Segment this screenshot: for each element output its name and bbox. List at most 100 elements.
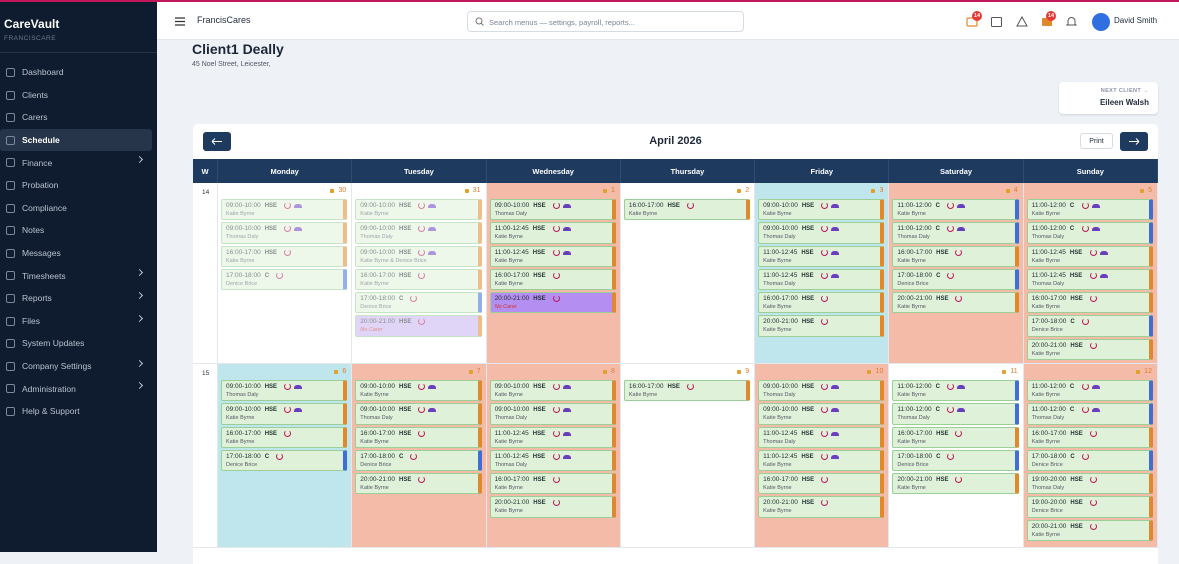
shift[interactable]: 09:00-10:00 HSE Katie Byrne & Denice Brice [355, 245, 482, 267]
shift[interactable]: 20:00-21:00 HSE Katie Byrne [1026, 338, 1153, 361]
shift[interactable]: 09:00-10:00 HSE Katie Byrne [221, 403, 348, 425]
repeat-icon [276, 452, 283, 460]
bell-icon[interactable] [1066, 16, 1077, 27]
shift-time: 20:00-21:00 HSE [495, 295, 612, 302]
shift[interactable]: 09:00-10:00 HSE Thomas Daly [355, 222, 482, 244]
shift[interactable]: 17:00-18:00 C Denice Brice [355, 292, 482, 314]
shift[interactable]: 20:00-21:00 HSE Katie Byrne [355, 473, 482, 495]
nav-item[interactable]: Schedule [0, 128, 152, 152]
nav-item[interactable]: Company Settings [0, 355, 152, 378]
nav-item[interactable]: Notes [0, 219, 152, 242]
nav-item[interactable]: Compliance [0, 197, 152, 220]
shift[interactable]: 17:00-18:00 C Denice Brice [892, 268, 1019, 291]
shift[interactable]: 11:00-12:45 HSE Katie Byrne [489, 222, 616, 244]
shift[interactable]: 11:00-12:45 HSE Thomas Daly [1026, 268, 1153, 291]
shift[interactable]: 16:00-17:00 HSE Katie Byrne [1026, 292, 1153, 314]
shift[interactable]: 09:00-10:00 HSE Thomas Daly [221, 380, 348, 402]
shift[interactable]: 11:00-12:45 HSE Thomas Daly [758, 268, 885, 291]
shift[interactable]: 09:00-10:00 HSE Katie Byrne [355, 380, 482, 402]
calendar-icon[interactable] [991, 16, 1002, 27]
shift[interactable]: 09:00-10:00 HSE Katie Byrne [489, 380, 616, 402]
user-name[interactable]: David Smith [1114, 16, 1158, 25]
shift[interactable]: 16:00-17:00 HSE Katie Byrne [623, 380, 751, 402]
shift[interactable]: 09:00-10:00 HSE Thomas Daly [489, 403, 616, 425]
nav-item[interactable]: Administration [0, 377, 152, 400]
next-month[interactable] [1120, 132, 1148, 151]
shift[interactable]: 17:00-18:00 C Denice Brice [355, 449, 482, 472]
shift[interactable]: 09:00-10:00 HSE Katie Byrne [221, 199, 348, 221]
shift[interactable]: 17:00-18:00 C Denice Brice [1026, 315, 1153, 337]
nav-item[interactable]: Clients [0, 84, 152, 107]
shift[interactable]: 19:00-20:00 HSE Denice Brice [1026, 496, 1153, 518]
shift[interactable]: 17:00-18:00 C Denice Brice [892, 449, 1019, 472]
nav-item[interactable]: Dashboard [0, 61, 152, 84]
shift[interactable]: 20:00-21:00 HSE Katie Byrne [758, 496, 885, 518]
shift[interactable]: 11:00-12:45 HSE Katie Byrne [758, 449, 885, 472]
shift[interactable]: 11:00-12:00 C Katie Byrne [892, 199, 1019, 221]
prev-month[interactable] [203, 132, 231, 151]
shift[interactable]: 11:00-12:45 HSE Thomas Daly [489, 449, 616, 472]
shift[interactable]: 16:00-17:00 HSE Katie Byrne [1026, 426, 1153, 448]
nav-item[interactable]: Messages [0, 242, 152, 265]
nav-item[interactable]: Probation [0, 174, 152, 197]
shift[interactable]: 09:00-10:00 HSE Thomas Daly [758, 222, 885, 244]
nav-item[interactable]: Timesheets [0, 264, 152, 287]
shift[interactable]: 20:00-21:00 HSE No Carer [355, 315, 482, 337]
shift[interactable]: 16:00-17:00 HSE Katie Byrne [221, 426, 348, 448]
shift[interactable]: 11:00-12:00 C Katie Byrne [1026, 380, 1153, 402]
nav-item[interactable]: Carers [0, 106, 152, 129]
nav-item[interactable]: Reports [0, 287, 152, 310]
shift[interactable]: 09:00-10:00 HSE Katie Byrne [758, 199, 885, 221]
nav-item[interactable]: Files [0, 310, 152, 333]
shift[interactable]: 20:00-21:00 HSE Katie Byrne [892, 292, 1019, 314]
shift[interactable]: 17:00-18:00 C Denice Brice [1026, 449, 1153, 472]
shift[interactable]: 11:00-12:45 HSE Katie Byrne [489, 426, 616, 448]
search-input[interactable]: Search menus — settings, payroll, report… [467, 11, 744, 32]
shift[interactable]: 16:00-17:00 HSE Katie Byrne [355, 268, 482, 291]
shift[interactable]: 16:00-17:00 HSE Katie Byrne [623, 199, 751, 221]
shift[interactable]: 11:00-12:00 C Thomas Daly [1026, 222, 1153, 244]
shift[interactable]: 16:00-17:00 HSE Katie Byrne [489, 268, 616, 291]
shift[interactable]: 16:00-17:00 HSE Katie Byrne [892, 245, 1019, 267]
shift[interactable]: 09:00-10:00 HSE Katie Byrne [758, 403, 885, 425]
shift[interactable]: 16:00-17:00 HSE Katie Byrne [355, 426, 482, 448]
shift-type: HSE [801, 500, 815, 507]
shift[interactable]: 20:00-21:00 HSE Katie Byrne [1026, 519, 1153, 542]
shift[interactable]: 19:00-20:00 HSE Thomas Daly [1026, 473, 1153, 495]
shift[interactable]: 11:00-12:45 HSE Katie Byrne [758, 245, 885, 267]
shift-time: 17:00-18:00 C [1032, 318, 1149, 325]
shift[interactable]: 11:00-12:00 C Katie Byrne [1026, 199, 1153, 221]
shift[interactable]: 11:00-12:45 HSE Katie Byrne [1026, 245, 1153, 267]
shift[interactable]: 20:00-21:00 HSE Katie Byrne [489, 496, 616, 518]
shift[interactable]: 09:00-10:00 HSE Thomas Daly [355, 403, 482, 425]
shift[interactable]: 09:00-10:00 HSE Katie Byrne [355, 199, 482, 221]
nav-item[interactable]: System Updates [0, 332, 152, 355]
shift[interactable]: 11:00-12:00 C Katie Byrne [892, 380, 1019, 402]
nav-item[interactable]: Help & Support [0, 400, 152, 423]
user-avatar[interactable] [1092, 13, 1110, 31]
shift[interactable]: 20:00-21:00 HSE Katie Byrne [892, 473, 1019, 495]
shift[interactable]: 11:00-12:00 C Thomas Daly [1026, 403, 1153, 425]
shift[interactable]: 16:00-17:00 HSE Katie Byrne [221, 245, 348, 267]
shift[interactable]: 17:00-18:00 C Denice Brice [221, 268, 348, 291]
shift[interactable]: 16:00-17:00 HSE Katie Byrne [758, 473, 885, 495]
shift[interactable]: 11:00-12:45 HSE Thomas Daly [758, 426, 885, 448]
shift[interactable]: 20:00-21:00 HSE No Carer [489, 292, 616, 314]
shift[interactable]: 20:00-21:00 HSE Katie Byrne [758, 315, 885, 337]
print-button[interactable]: Print [1080, 133, 1113, 149]
menu-toggle[interactable] [175, 17, 185, 26]
shift[interactable]: 16:00-17:00 HSE Katie Byrne [489, 473, 616, 495]
shift[interactable]: 11:00-12:45 HSE Katie Byrne [489, 245, 616, 267]
next-client[interactable]: NEXT CLIENT → Eileen Walsh [1059, 82, 1158, 114]
shift[interactable]: 09:00-10:00 HSE Thomas Daly [758, 380, 885, 402]
warning-icon[interactable] [1016, 16, 1028, 27]
shift[interactable]: 11:00-12:00 C Thomas Daly [892, 403, 1019, 425]
shift[interactable]: 17:00-18:00 C Denice Brice [221, 449, 348, 472]
shift[interactable]: 16:00-17:00 HSE Katie Byrne [892, 426, 1019, 448]
shift[interactable]: 16:00-17:00 HSE Katie Byrne [758, 292, 885, 314]
shift[interactable]: 11:00-12:00 C Thomas Daly [892, 222, 1019, 244]
nav-item[interactable]: Finance [0, 151, 152, 174]
shift-carer: Katie Byrne [897, 438, 926, 445]
shift[interactable]: 09:00-10:00 HSE Thomas Daly [489, 199, 616, 221]
shift[interactable]: 09:00-10:00 HSE Thomas Daly [221, 222, 348, 244]
